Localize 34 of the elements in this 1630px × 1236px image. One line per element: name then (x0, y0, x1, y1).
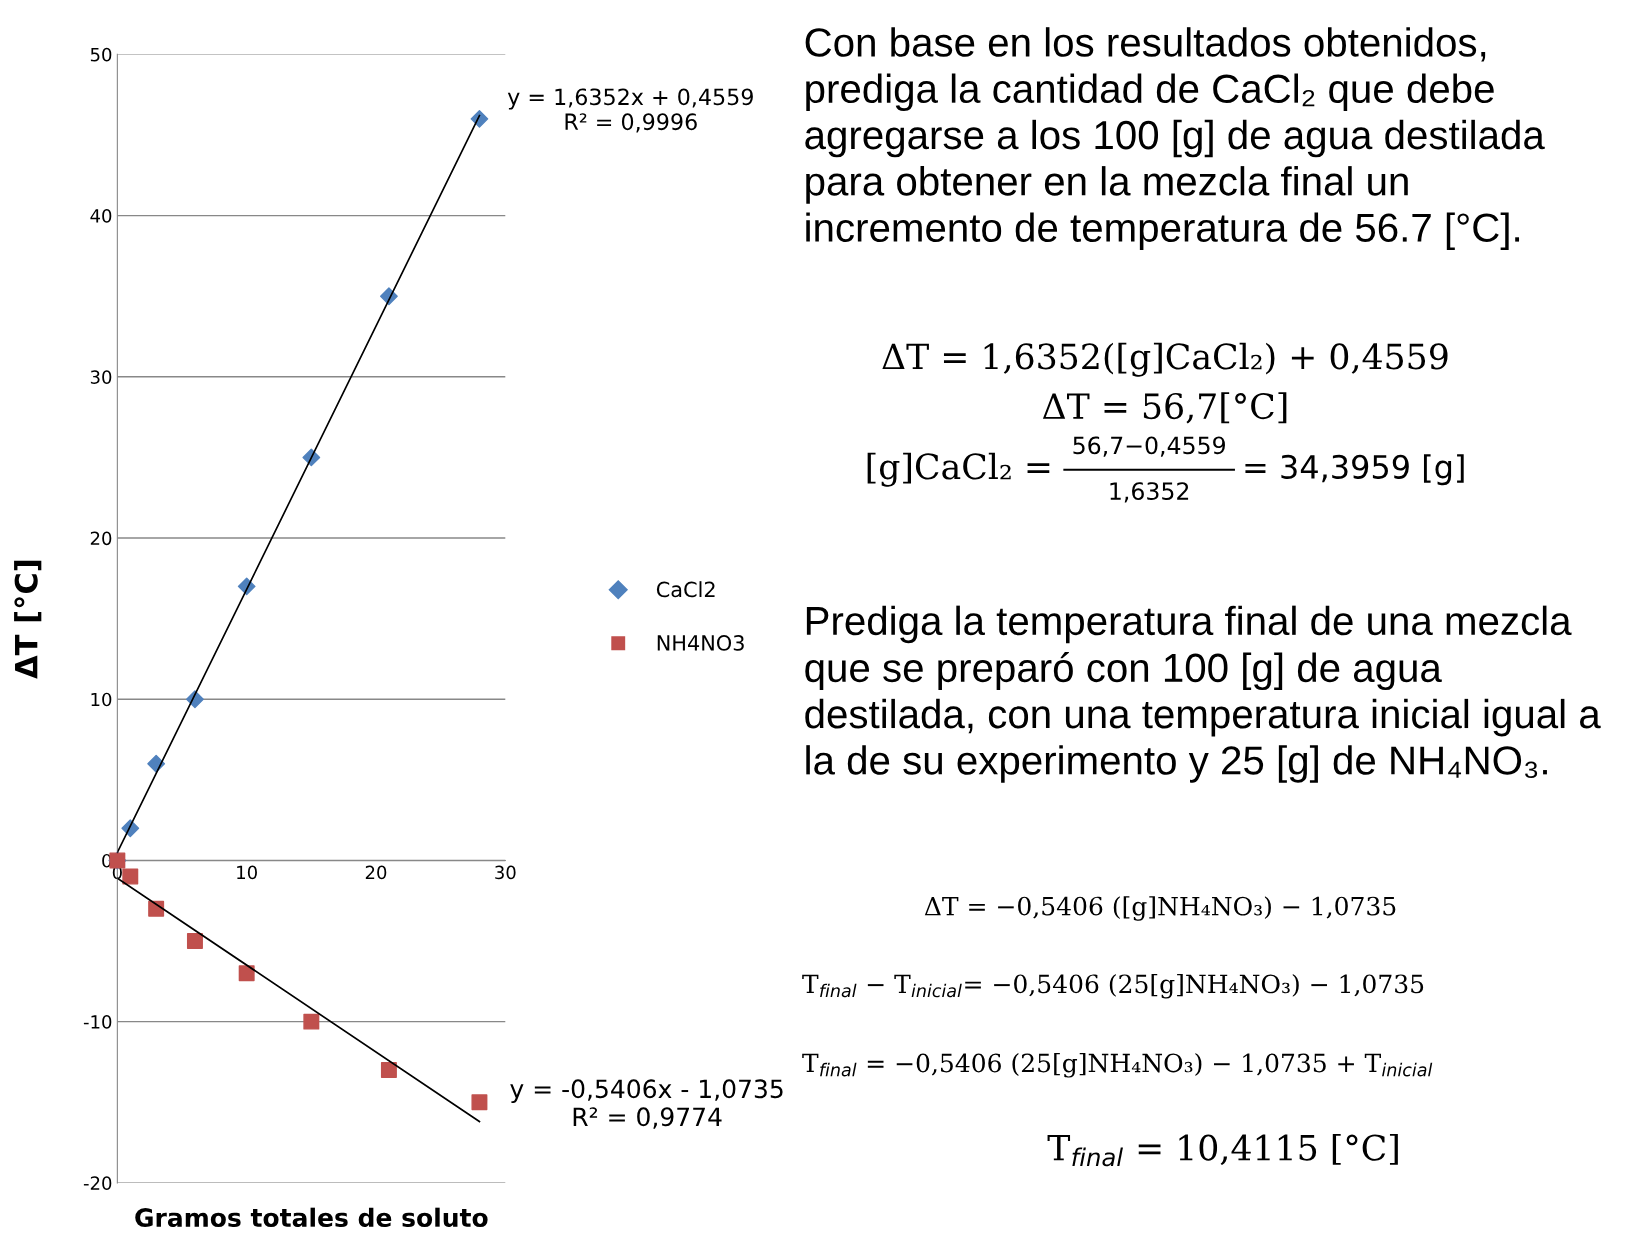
x-tick-label: 30 (495, 865, 516, 880)
point (238, 965, 255, 982)
x-axis-title: Gramos totales de soluto (135, 1207, 488, 1228)
y-tick-label: 50 (90, 47, 112, 62)
legend-label: NH4NO3 (657, 635, 744, 651)
text: Prediga la temperatura final de una mezcla que se preparó con 100 [g] de agua destilada, con una temperatura inicial igual a la de su experimento y 25 [g] de NH₄NO₃. (805, 605, 1601, 783)
text: T$_{final}$ = 10,4115 [°C] (1047, 1133, 1398, 1167)
text: y = -0,5406x - 1,0735 R² = 0,9774 (510, 1079, 783, 1129)
y-tick-label: -10 (83, 1015, 112, 1029)
text: Con base en los resultados obtenidos, prediga la cantidad de CaCl₂ que debe agregarse a los 100 [g] de agua destilada para obtener en la mezcla final un incremento de temperatura de 56.7 [°C]. (805, 27, 1545, 250)
y-tick-label: 30 (90, 370, 112, 384)
point (186, 933, 203, 950)
point (380, 1062, 397, 1078)
legend-label: CaCl2 (656, 581, 715, 598)
y-tick-label: 20 (90, 531, 112, 546)
point (471, 1094, 488, 1111)
x-tick-label: 20 (365, 865, 387, 880)
text: ΔT = 56,7[°C] (1042, 392, 1287, 424)
x-tick-label: 10 (237, 865, 257, 880)
text: T$_{final}$ − T$_{inicial}$= −0,5406 (25[g]NH₄NO₃) − 1,0735 (802, 973, 1424, 999)
text: = 34,3959 [g] (1245, 454, 1464, 486)
point (122, 868, 139, 885)
text: ΔT = −0,5406 ([g]NH₄NO₃) − 1,0735 (924, 896, 1396, 921)
text: 56,7−0,4559 (1073, 436, 1225, 457)
y-tick-label: -20 (83, 1176, 112, 1190)
y-tick-label: 10 (91, 692, 112, 707)
y-axis-title: ΔT [°C] (14, 560, 42, 679)
text: y = 1,6352x + 0,4559 R² = 0,9996 (507, 88, 753, 133)
text: T$_{final}$ = −0,5406 (25[g]NH₄NO₃) − 1,0735 + T$_{inicial}$ (802, 1053, 1433, 1078)
point (303, 1013, 320, 1030)
text: [g]CaCl₂ = (867, 452, 1050, 487)
text: 1,6352 (1110, 482, 1189, 503)
y-tick-label: 40 (90, 209, 112, 223)
text: ΔT = 1,6352([g]CaCl₂) + 0,4559 (882, 342, 1448, 377)
